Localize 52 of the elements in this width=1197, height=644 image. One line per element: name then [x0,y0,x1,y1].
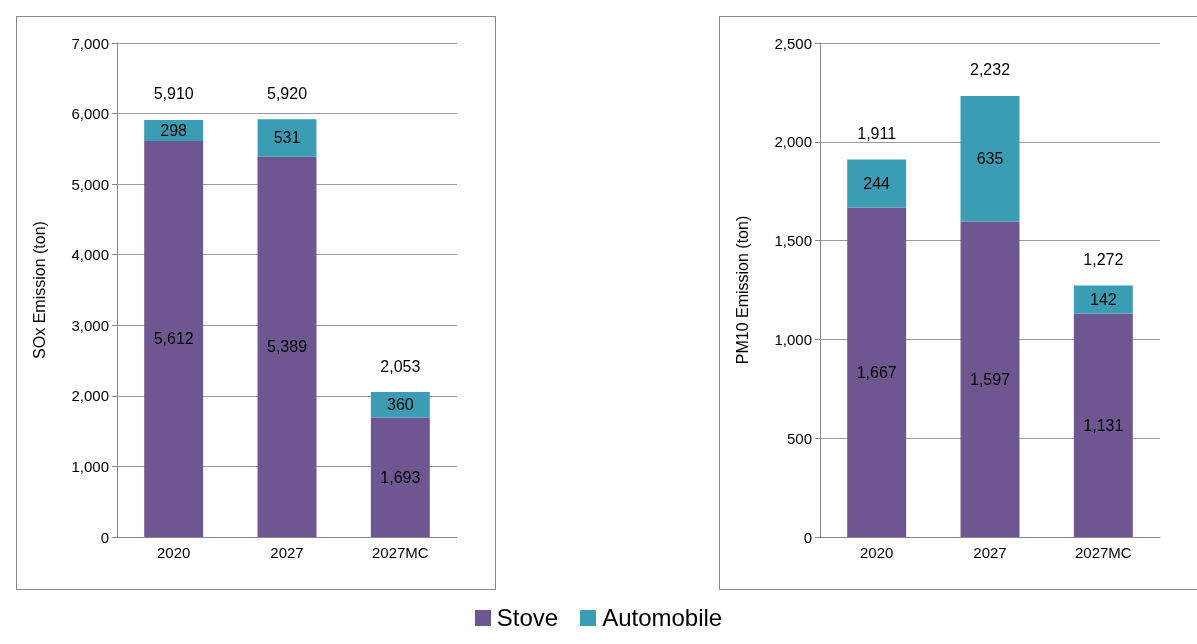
bar [257,119,317,157]
bar [370,417,430,537]
bar [960,221,1020,537]
y-tick-label: 0 [803,528,812,546]
data-label: 244 [863,174,891,192]
data-label: 1,667 [856,363,897,381]
y-tick-label: 1,500 [774,232,812,250]
legend-label: Stove [496,604,559,632]
total-label: 2,053 [380,357,421,375]
y-axis-title: PM10 Emission (ton) [733,215,751,365]
y-axis-title: SOx Emission (ton) [30,221,48,359]
total-label: 2,232 [969,61,1011,79]
total-label: 5,920 [266,84,308,102]
data-label: 531 [273,129,301,147]
total-label: 1,911 [857,124,897,142]
y-tick-label: 500 [786,429,812,447]
x-tick-label: 2020 [156,544,191,561]
data-label: 635 [976,150,1004,168]
y-tick-label: 4,000 [71,246,109,264]
y-tick-label: 1,000 [774,330,812,348]
x-tick-label: 2020 [859,544,894,561]
x-tick-label: 2027 [973,544,1007,561]
y-tick-label: 7,000 [71,34,109,52]
data-label: 5,389 [266,338,308,356]
bar [847,207,907,537]
data-label: 360 [386,396,414,414]
data-label: 1,693 [380,468,421,486]
y-tick-label: 1,000 [71,457,109,475]
x-tick-label: 2027MC [1074,544,1132,561]
bar [257,156,317,537]
total-label: 1,272 [1083,250,1124,268]
y-tick-label: 2,000 [71,387,109,405]
legend-label: Automobile [602,604,723,632]
total-label: 5,910 [153,85,194,103]
x-tick-label: 2027MC [371,544,429,561]
data-label: 1,131 [1083,416,1124,434]
y-tick-label: 0 [100,528,109,546]
y-tick-label: 6,000 [71,105,109,123]
bar [1073,285,1133,314]
data-label: 298 [160,121,188,139]
data-label: 5,612 [153,330,194,348]
data-label: 142 [1089,290,1117,308]
bar [144,140,204,537]
bar [847,159,907,208]
y-tick-label: 2,500 [774,34,812,52]
y-tick-label: 3,000 [71,316,109,334]
y-tick-label: 5,000 [71,175,109,193]
x-tick-label: 2027 [270,544,304,561]
bar [1073,313,1133,537]
bar [960,95,1020,222]
data-label: 1,597 [969,370,1011,388]
y-tick-label: 2,000 [774,133,812,151]
